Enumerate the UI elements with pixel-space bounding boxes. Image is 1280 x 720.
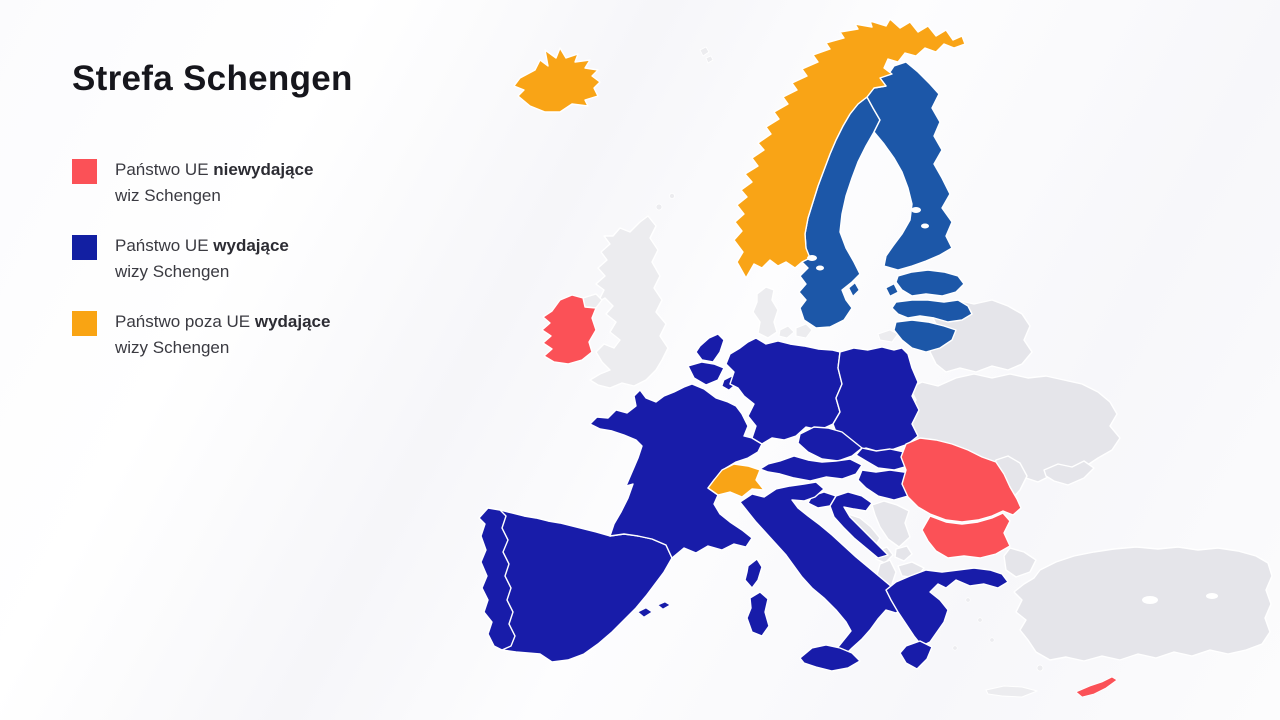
legend-text-prefix: Państwo poza UE <box>115 311 255 331</box>
country-belgium <box>687 361 725 386</box>
legend-label: Państwo UE niewydające wiz Schengen <box>115 157 313 209</box>
island-faroe <box>705 55 714 64</box>
island-shetland <box>669 192 676 199</box>
page-title: Strefa Schengen <box>72 59 353 98</box>
legend-text-line2: wizy Schengen <box>115 261 230 281</box>
country-iceland <box>513 47 601 113</box>
island-aegean <box>977 617 983 623</box>
legend-text-bold: wydające <box>254 311 331 331</box>
lake-tuz <box>1142 596 1158 604</box>
legend-text-bold: wydające <box>213 235 289 255</box>
country-greece <box>885 567 1009 647</box>
country-germany <box>725 337 843 445</box>
legend-swatch-red <box>72 158 97 184</box>
island-crete <box>985 685 1038 698</box>
island-orkney <box>655 203 663 211</box>
country-crimea <box>1043 460 1095 486</box>
legend: Państwo UE niewydające wiz Schengen Pańs… <box>72 157 432 361</box>
island-sardinia <box>746 591 770 637</box>
country-united-kingdom <box>589 215 669 389</box>
country-estonia <box>895 269 965 297</box>
island-aegean <box>952 645 958 651</box>
country-netherlands <box>695 333 725 363</box>
island-faroe <box>699 46 710 57</box>
island-rhodes <box>1036 664 1044 672</box>
legend-item-eu-no-visa: Państwo UE niewydające wiz Schengen <box>72 157 432 209</box>
country-turkey <box>1013 546 1273 662</box>
legend-label: Państwo UE wydające wizy Schengen <box>115 233 289 285</box>
country-switzerland <box>707 463 765 498</box>
country-czechia <box>797 426 863 462</box>
legend-label: Państwo poza UE wydające wizy Schengen <box>115 309 330 361</box>
island-corsica <box>744 558 763 589</box>
island-sicily <box>799 644 861 672</box>
info-panel: Strefa Schengen Państwo UE niewydające w… <box>72 59 432 361</box>
country-austria <box>759 455 863 482</box>
country-northern-ireland <box>582 293 603 309</box>
country-kosovo <box>894 545 913 562</box>
country-croatia <box>829 491 889 559</box>
country-finland <box>866 61 953 271</box>
lake-finland-2 <box>921 223 929 229</box>
country-denmark <box>795 323 813 339</box>
country-cyprus <box>1075 676 1118 698</box>
country-kaliningrad <box>877 329 899 343</box>
country-serbia <box>871 500 911 548</box>
country-romania <box>900 437 1022 523</box>
legend-text-prefix: Państwo UE <box>115 159 214 179</box>
lake-finland-1 <box>911 207 921 213</box>
country-latvia <box>891 299 973 323</box>
country-lithuania <box>893 319 957 353</box>
legend-text-prefix: Państwo UE <box>115 235 214 255</box>
island-balearic <box>657 601 671 610</box>
country-norway <box>733 18 966 279</box>
legend-text-line2: wiz Schengen <box>115 185 221 205</box>
country-bulgaria <box>921 512 1011 559</box>
country-denmark <box>752 286 779 339</box>
lake-vanern <box>807 255 817 261</box>
country-ireland <box>541 294 597 365</box>
legend-item-non-eu-visa: Państwo poza UE wydające wizy Schengen <box>72 309 432 361</box>
country-portugal <box>478 507 516 651</box>
country-france <box>589 383 763 559</box>
island-balearic <box>637 607 653 618</box>
country-poland <box>832 346 920 453</box>
legend-swatch-orange <box>72 310 97 336</box>
legend-swatch-navy <box>72 234 97 260</box>
island-aegean <box>965 597 971 603</box>
country-turkish-thrace <box>1003 547 1037 578</box>
lake-van <box>1206 593 1218 599</box>
lake-vattern <box>816 265 824 271</box>
island-saaremaa <box>885 283 899 297</box>
legend-item-eu-visa: Państwo UE wydające wizy Schengen <box>72 233 432 285</box>
region-peloponnese <box>899 640 933 670</box>
island-gotland <box>848 282 860 297</box>
legend-text-line2: wizy Schengen <box>115 337 230 357</box>
legend-text-bold: niewydające <box>213 159 314 179</box>
country-denmark <box>778 325 795 339</box>
island-aegean <box>989 637 995 643</box>
